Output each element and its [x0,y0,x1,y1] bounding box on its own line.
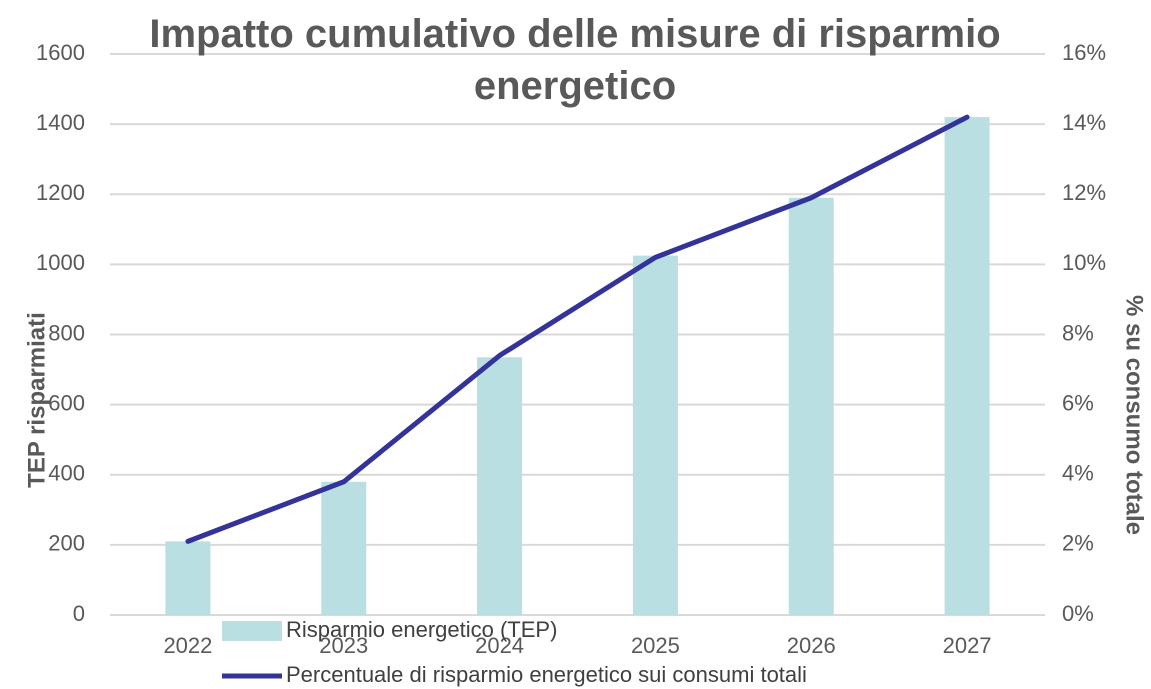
y-tick-label: 0 [73,601,85,626]
x-tick-label: 2022 [163,633,212,658]
y-axis-label: TEP risparmiati [23,312,50,488]
x-tick-label: 2027 [943,633,992,658]
x-tick-label: 2023 [319,633,368,658]
y2-tick-label: 8% [1062,320,1094,345]
y-tick-label: 1600 [36,40,85,65]
bar [165,541,211,615]
y-tick-label: 200 [48,531,85,556]
y-tick-label: 1200 [36,180,85,205]
y2-tick-label: 0% [1062,601,1094,626]
y-tick-label: 1400 [36,110,85,135]
legend-swatch [222,621,282,641]
y-tick-label: 600 [48,390,85,415]
legend-label: Risparmio energetico (TEP) [286,617,557,642]
bar [788,197,834,615]
y2-tick-label: 10% [1062,250,1106,275]
x-tick-label: 2026 [787,633,836,658]
y-tick-label: 1000 [36,250,85,275]
y-tick-label: 400 [48,461,85,486]
y2-tick-label: 6% [1062,390,1094,415]
legend-label: Percentuale di risparmio energetico sui … [286,662,807,687]
y2-tick-label: 16% [1062,40,1106,65]
line [185,114,970,544]
y-tick-label: 800 [48,320,85,345]
bar [944,117,990,616]
chart-title: Impatto cumulativo delle misure di rispa… [149,12,1001,108]
x-tick-label: 2025 [631,633,680,658]
y2-tick-label: 14% [1062,110,1106,135]
bar [632,255,678,615]
y2-tick-label: 2% [1062,531,1094,556]
bar [477,357,523,615]
y2-tick-label: 12% [1062,180,1106,205]
x-tick-label: 2024 [475,633,524,658]
bar [321,481,367,615]
y2-tick-label: 4% [1062,461,1094,486]
y2-axis-label: % su consumo totale [1121,295,1148,535]
